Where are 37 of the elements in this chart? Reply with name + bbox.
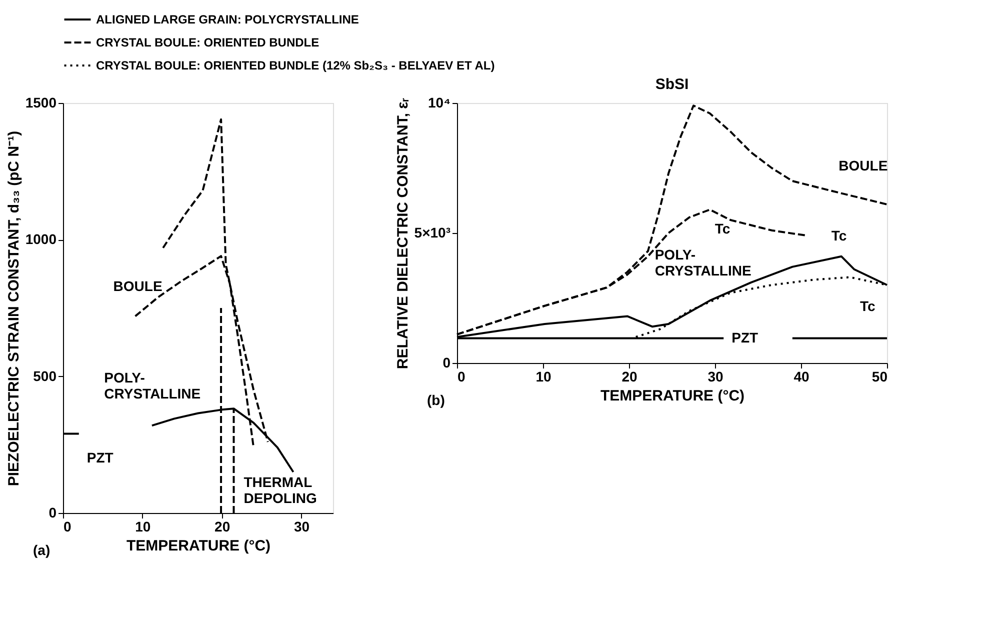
y-tick-label: 500: [33, 368, 57, 384]
x-tick-label: 10: [536, 368, 552, 384]
annotation: Tc: [860, 298, 876, 314]
y-tick-label: 10⁴: [428, 94, 451, 110]
y-tick-label: 0: [442, 354, 451, 370]
x-tick-label: 20: [214, 518, 230, 534]
y-axis-title: PIEZOELECTRIC STRAIN CONSTANT, d₃₃ (pC N⁻¹): [5, 130, 22, 486]
y-tick-label: 0: [48, 504, 57, 520]
x-axis-title: TEMPERATURE (°C): [126, 538, 271, 554]
annotation: BOULE: [838, 157, 888, 174]
annotation: Tc: [714, 220, 730, 237]
text: (a): [33, 542, 50, 558]
y-tick-label: 1500: [25, 94, 57, 110]
x-axis-title: TEMPERATURE (°C): [600, 388, 745, 404]
x-tick-label: 30: [294, 518, 310, 534]
annotation: POLY- CRYSTALLINE: [654, 246, 752, 279]
x-tick-label: 20: [622, 368, 638, 384]
legend-label: ALIGNED LARGE GRAIN: POLYCRYSTALLINE: [96, 12, 359, 26]
chart-title: SbSI: [655, 76, 689, 93]
y-axis-title: RELATIVE DIELECTRIC CONSTANT, εᵣ: [394, 98, 412, 370]
annotation: POLY- CRYSTALLINE: [104, 370, 201, 402]
text: (b): [427, 392, 445, 408]
x-tick-label: 40: [794, 368, 810, 384]
x-tick-label: 0: [64, 518, 72, 534]
annotation: BOULE: [113, 278, 162, 294]
annotation: PZT: [86, 450, 114, 466]
x-tick-label: 0: [458, 368, 466, 384]
x-tick-label: 50: [872, 368, 888, 384]
legend-label: CRYSTAL BOULE: ORIENTED BUNDLE: [96, 36, 320, 50]
x-tick-label: 10: [135, 518, 151, 534]
y-tick-label: 1000: [25, 231, 57, 248]
annotation: Tc: [831, 227, 847, 244]
annotation: PZT: [732, 329, 758, 346]
annotation: THERMAL DEPOLING: [244, 474, 317, 506]
legend-label: CRYSTAL BOULE: ORIENTED BUNDLE (12% Sb₂S₃ - BELYAEV ET AL): [96, 58, 495, 72]
y-tick-label: 5×10³: [414, 224, 451, 240]
x-tick-label: 30: [708, 368, 724, 384]
